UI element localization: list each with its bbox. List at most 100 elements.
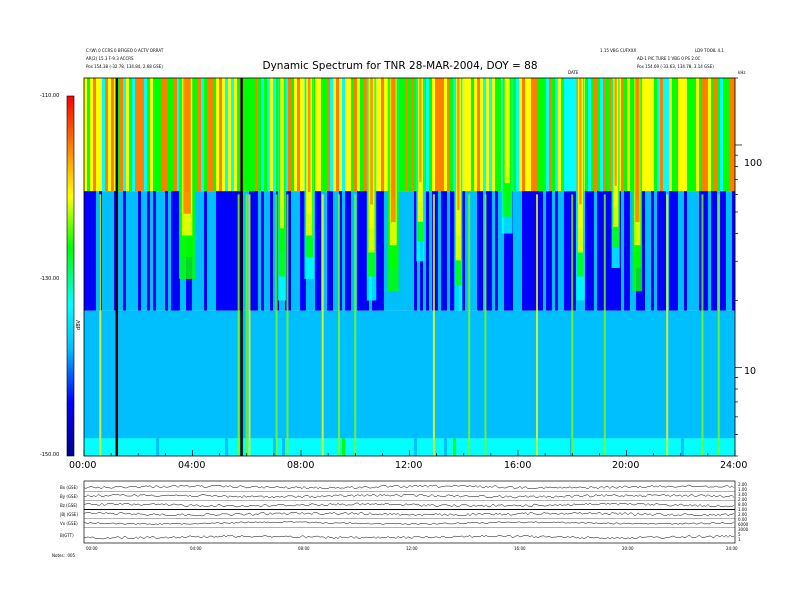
heat-cell-floor: [402, 438, 406, 456]
heat-cell-floor: [711, 438, 715, 456]
heat-cell-floor: [537, 438, 541, 456]
heat-cell-floor: [258, 438, 262, 456]
heat-cell-mid: [600, 191, 604, 311]
heat-cell-floor: [528, 438, 532, 456]
heat-cell-low: [684, 310, 688, 439]
heat-cell-mid: [708, 191, 712, 311]
heat-cell-mid: [120, 191, 124, 311]
heat-cell-low: [639, 310, 643, 439]
heat-cell-floor: [381, 438, 385, 456]
heat-cell-floor: [573, 438, 577, 456]
heat-cell-high: [705, 78, 709, 192]
heat-cell-high: [177, 78, 181, 192]
heat-cell-low: [381, 310, 385, 439]
heat-cell-high: [483, 78, 487, 192]
heat-cell-low: [621, 310, 625, 439]
data-gap-1: [240, 78, 243, 456]
heat-cell-low: [312, 310, 316, 439]
heat-cell-mid: [516, 191, 520, 311]
heat-cell-mid: [681, 191, 685, 311]
heat-cell-low: [489, 310, 493, 439]
heat-cell-floor: [459, 438, 463, 456]
heat-cell-low: [393, 310, 397, 439]
heat-cell-floor: [186, 438, 190, 456]
heat-cell-floor: [474, 438, 478, 456]
heat-cell-floor: [267, 438, 271, 456]
heat-cell-high: [411, 78, 415, 192]
heat-cell-mid: [696, 191, 700, 311]
heat-cell-mid: [228, 191, 232, 311]
heat-cell-high: [723, 78, 727, 192]
heat-cell-floor: [363, 438, 367, 456]
heat-cell-low: [171, 310, 175, 439]
heat-cell-low: [117, 310, 121, 439]
heat-cell-high: [648, 78, 652, 192]
heat-cell-high: [384, 78, 388, 192]
heat-cell-floor: [429, 438, 433, 456]
heat-cell-high: [318, 78, 322, 192]
heat-cell-high: [597, 78, 601, 192]
heat-cell-mid: [351, 191, 355, 311]
heat-cell-mid: [141, 191, 145, 311]
heat-cell-floor: [696, 438, 700, 456]
heat-cell-floor: [288, 438, 292, 456]
heat-cell-low: [105, 310, 109, 439]
heat-cell-floor: [492, 438, 496, 456]
heat-cell-floor: [243, 438, 247, 456]
heat-cell-low: [243, 310, 247, 439]
heat-cell-mid: [534, 191, 538, 311]
burst-8: [579, 78, 582, 205]
footer-notes: Notes: .005: [52, 553, 76, 558]
heat-cell-low: [177, 310, 181, 439]
heat-cell-low: [474, 310, 478, 439]
chart-title: Dynamic Spectrum for TNR 28-MAR-2004, DO…: [262, 60, 538, 72]
x-tick-3: 12:00: [395, 460, 423, 471]
heat-cell-floor: [309, 438, 313, 456]
heat-cell-mid: [156, 191, 160, 311]
heat-cell-high: [432, 78, 436, 192]
heat-cell-floor: [279, 438, 283, 456]
heat-cell-low: [273, 310, 277, 439]
heat-cell-high: [168, 78, 172, 192]
heat-cell-floor: [276, 438, 280, 456]
heat-cell-mid: [249, 191, 253, 311]
heat-cell-mid: [201, 191, 205, 311]
heat-cell-floor: [294, 438, 298, 456]
heat-cell-low: [180, 310, 184, 439]
heat-cell-low: [576, 310, 580, 439]
heat-cell-low: [156, 310, 160, 439]
heat-cell-floor: [681, 438, 685, 456]
heat-cell-floor: [729, 438, 733, 456]
heat-cell-high: [717, 78, 721, 192]
heat-cell-low: [270, 310, 274, 439]
heat-cell-high: [117, 78, 121, 192]
lower-trace-1: [83, 493, 735, 499]
heat-cell-mid: [663, 191, 667, 311]
heat-cell-high: [513, 78, 517, 192]
heat-cell-high: [462, 78, 466, 192]
heat-cell-low: [195, 310, 199, 439]
heat-cell-mid: [645, 191, 649, 311]
heat-cell-mid: [102, 191, 106, 311]
lower-right-value: 3.00: [738, 492, 747, 497]
heat-cell-high: [288, 78, 292, 192]
heat-cell-floor: [303, 438, 307, 456]
spike-13: [571, 194, 574, 456]
heat-cell-low: [441, 310, 445, 439]
heat-cell-mid: [273, 191, 277, 311]
heat-cell-floor: [102, 438, 106, 456]
heat-cell-mid: [630, 191, 634, 311]
heat-cell-low: [732, 310, 736, 439]
heat-cell-floor: [597, 438, 601, 456]
heat-cell-high: [498, 78, 502, 192]
heat-cell-mid: [213, 191, 217, 311]
heat-cell-high: [468, 78, 472, 192]
heat-cell-floor: [480, 438, 484, 456]
burst-0: [184, 78, 190, 193]
heat-cell-high: [234, 78, 238, 192]
lower-trace-4: [83, 521, 735, 525]
x-tick-2: 08:00: [287, 460, 315, 471]
heat-cell-floor: [159, 438, 163, 456]
heat-cell-floor: [441, 438, 445, 456]
heat-cell-high: [429, 78, 433, 192]
